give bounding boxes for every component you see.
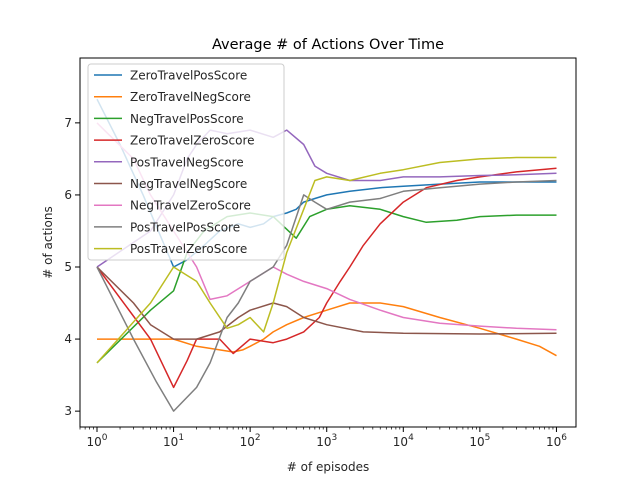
legend-label: NegTravelZeroScore xyxy=(130,199,251,213)
series-line-NegTravelNegScore xyxy=(96,266,557,340)
x-tick-label: 105 xyxy=(469,433,490,449)
legend-label: ZeroTravelZeroScore xyxy=(130,134,255,148)
y-tick-label: 4 xyxy=(64,332,72,346)
x-tick-label: 103 xyxy=(316,433,337,449)
y-tick-label: 5 xyxy=(64,260,72,274)
legend-label: PosTravelPosScore xyxy=(130,220,240,234)
x-axis: 100 101 102 103 104 105 106 xyxy=(79,427,567,449)
legend: ZeroTravelPosScore ZeroTravelNegScore NegT… xyxy=(87,63,285,261)
y-axis-label: # of actions xyxy=(41,206,55,278)
axes-frame xyxy=(79,57,577,428)
series-line-ZeroTravelPosScore xyxy=(96,98,557,268)
y-tick-label: 3 xyxy=(64,404,72,418)
legend-label: ZeroTravelNegScore xyxy=(130,90,251,104)
legend-label: NegTravelPosScore xyxy=(130,112,244,126)
legend-label: PosTravelZeroScore xyxy=(130,242,247,256)
y-tick-label: 7 xyxy=(64,116,72,130)
legend-box xyxy=(87,63,285,261)
legend-label: ZeroTravelPosScore xyxy=(130,69,247,83)
x-tick-label: 102 xyxy=(240,433,261,449)
x-axis-label: # of episodes xyxy=(287,460,369,474)
series-line-PosTravelPosScore xyxy=(96,179,557,412)
x-tick-label: 100 xyxy=(86,433,107,449)
y-tick-label: 6 xyxy=(64,188,72,202)
legend-label: PosTravelNegScore xyxy=(130,155,244,169)
legend-label: NegTravelNegScore xyxy=(130,177,247,191)
x-tick-label: 104 xyxy=(393,433,414,449)
series-line-ZeroTravelNegScore xyxy=(97,302,557,357)
x-tick-label: 101 xyxy=(163,433,184,449)
x-tick-label: 106 xyxy=(546,433,567,449)
series-line-PosTravelZeroScore xyxy=(96,156,557,364)
chart-title: Average # of Actions Over Time xyxy=(212,37,444,53)
y-axis: 3 4 5 6 7 xyxy=(64,116,80,418)
series-line-ZeroTravelZeroScore xyxy=(96,167,557,389)
